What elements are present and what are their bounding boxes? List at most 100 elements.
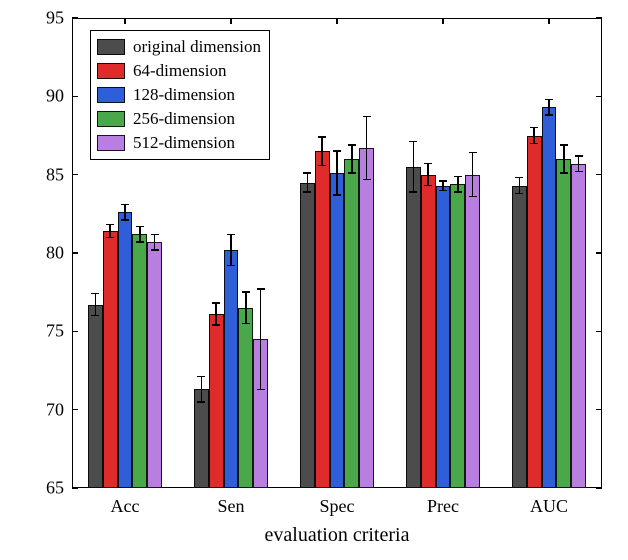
error-bar — [563, 145, 564, 173]
y-tick — [596, 409, 602, 411]
bar — [118, 212, 133, 488]
y-tick — [72, 331, 78, 333]
y-tick — [72, 487, 78, 489]
error-bar — [260, 289, 261, 389]
error-bar — [321, 137, 322, 165]
bar — [465, 175, 480, 488]
y-tick — [596, 331, 602, 333]
error-cap — [121, 204, 129, 205]
error-bar — [95, 294, 96, 316]
error-bar — [366, 117, 367, 180]
bar — [556, 159, 571, 488]
error-cap — [257, 288, 265, 289]
x-tick-label: Sen — [218, 496, 245, 517]
bar — [300, 183, 315, 489]
error-cap — [303, 172, 311, 173]
error-cap — [106, 224, 114, 225]
legend-label: 128-dimension — [133, 85, 235, 105]
bar-chart: evaluation criteria original dimension64… — [0, 0, 628, 560]
error-cap — [469, 152, 477, 153]
error-cap — [409, 191, 417, 192]
y-tick — [72, 252, 78, 254]
error-cap — [424, 185, 432, 186]
y-tick — [72, 174, 78, 176]
y-tick — [72, 96, 78, 98]
y-tick-label: 70 — [46, 399, 64, 420]
error-cap — [575, 155, 583, 156]
error-cap — [136, 241, 144, 242]
error-cap — [363, 116, 371, 117]
error-cap — [454, 176, 462, 177]
y-tick-label: 85 — [46, 164, 64, 185]
legend: original dimension64-dimension128-dimens… — [90, 30, 270, 160]
error-bar — [336, 151, 337, 195]
legend-item: 128-dimension — [97, 83, 261, 107]
error-bar — [472, 153, 473, 197]
x-tick — [442, 18, 444, 24]
error-cap — [575, 171, 583, 172]
error-cap — [212, 302, 220, 303]
error-bar — [245, 292, 246, 323]
y-tick — [596, 252, 602, 254]
error-cap — [560, 144, 568, 145]
error-cap — [318, 165, 326, 166]
error-cap — [348, 172, 356, 173]
error-cap — [439, 190, 447, 191]
bar — [238, 308, 253, 488]
bar — [406, 167, 421, 488]
y-tick — [596, 17, 602, 19]
error-cap — [409, 141, 417, 142]
bar — [194, 389, 209, 488]
error-cap — [91, 315, 99, 316]
error-bar — [351, 145, 352, 173]
error-cap — [197, 376, 205, 377]
legend-label: 256-dimension — [133, 109, 235, 129]
bar — [88, 305, 103, 488]
error-bar — [457, 176, 458, 192]
bar — [571, 164, 586, 488]
y-tick — [596, 487, 602, 489]
error-cap — [136, 226, 144, 227]
bar — [132, 234, 147, 488]
error-bar — [578, 156, 579, 172]
y-tick — [596, 96, 602, 98]
error-bar — [533, 128, 534, 144]
error-cap — [439, 180, 447, 181]
bar — [147, 242, 162, 488]
bar — [330, 173, 345, 488]
y-tick-label: 95 — [46, 8, 64, 29]
error-cap — [424, 163, 432, 164]
error-cap — [530, 127, 538, 128]
error-cap — [348, 144, 356, 145]
legend-swatch — [97, 87, 125, 103]
error-cap — [333, 150, 341, 151]
bar — [209, 314, 224, 488]
bar — [224, 250, 239, 488]
bar — [512, 186, 527, 488]
error-bar — [548, 99, 549, 115]
y-tick — [72, 409, 78, 411]
error-bar — [201, 377, 202, 402]
x-tick — [548, 18, 550, 24]
bar — [103, 231, 118, 488]
legend-item: 256-dimension — [97, 107, 261, 131]
legend-label: original dimension — [133, 37, 261, 57]
error-bar — [413, 142, 414, 192]
error-cap — [242, 291, 250, 292]
error-cap — [560, 172, 568, 173]
error-cap — [242, 323, 250, 324]
error-cap — [197, 401, 205, 402]
legend-swatch — [97, 111, 125, 127]
legend-label: 512-dimension — [133, 133, 235, 153]
error-bar — [139, 226, 140, 242]
legend-item: 64-dimension — [97, 59, 261, 83]
error-bar — [230, 234, 231, 265]
x-tick — [336, 18, 338, 24]
y-tick — [596, 174, 602, 176]
y-tick-label: 80 — [46, 243, 64, 264]
error-cap — [469, 196, 477, 197]
error-cap — [257, 389, 265, 390]
error-bar — [519, 178, 520, 194]
legend-item: original dimension — [97, 35, 261, 59]
error-bar — [154, 234, 155, 250]
